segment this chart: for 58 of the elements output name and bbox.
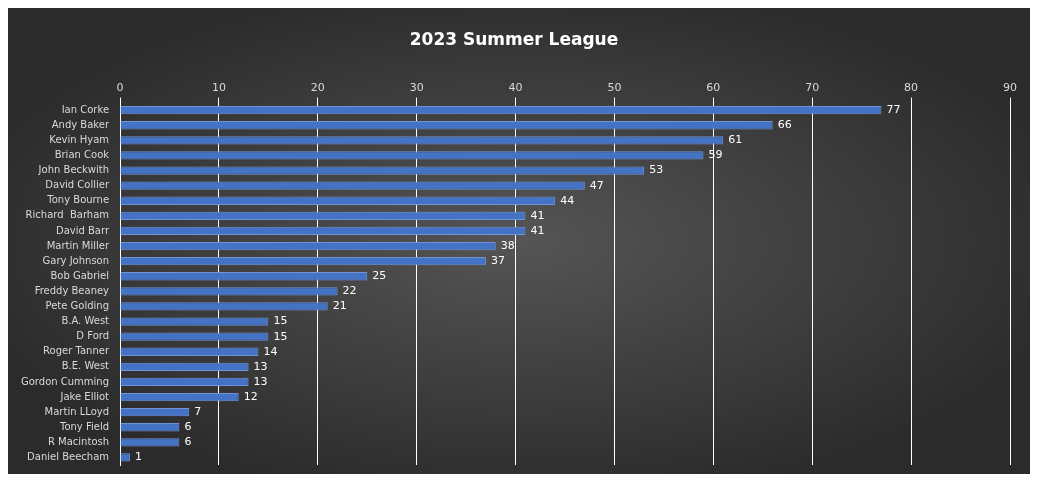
- data-label: 14: [263, 344, 278, 358]
- data-label: 21: [332, 299, 347, 313]
- x-tick-label: 50: [607, 80, 622, 94]
- y-tick-label: Gordon Cumming: [20, 375, 110, 387]
- y-tick-label: Daniel Beecham: [27, 451, 110, 463]
- data-label: 12: [243, 389, 258, 403]
- y-tick-label: Martin Miller: [46, 239, 110, 251]
- data-label: 13: [253, 359, 268, 373]
- data-label: 22: [342, 284, 357, 298]
- data-label: 53: [649, 163, 664, 177]
- y-tick-label: D Ford: [76, 330, 110, 342]
- x-tick-label: 30: [409, 80, 424, 94]
- y-tick-label: Tony Bourne: [46, 194, 110, 206]
- y-tick-label: Roger Tanner: [43, 345, 110, 357]
- y-tick-label: R Macintosh: [47, 435, 110, 447]
- x-tick-label: 80: [904, 80, 919, 94]
- data-label: 6: [184, 435, 192, 449]
- y-tick-label: Brian Cook: [54, 149, 110, 161]
- data-label: 38: [500, 238, 515, 252]
- y-tick-label: David Collier: [45, 179, 110, 191]
- y-tick-label: John Beckwith: [37, 164, 110, 176]
- x-tick-label: 90: [1003, 80, 1017, 94]
- data-label: 6: [184, 420, 192, 434]
- data-label: 61: [728, 133, 743, 147]
- x-tick-label: 0: [116, 80, 124, 94]
- data-label: 7: [194, 405, 202, 419]
- data-label: 41: [530, 223, 545, 237]
- y-tick-label: Freddy Beaney: [34, 284, 110, 296]
- y-tick-label: Bob Gabriel: [50, 269, 110, 281]
- y-tick-label: Andy Baker: [51, 118, 110, 130]
- y-tick-label: B.A. West: [61, 315, 110, 327]
- y-tick-label: Pete Golding: [45, 300, 110, 312]
- x-tick-label: 60: [706, 80, 721, 94]
- chart-title: 2023 Summer League: [409, 28, 619, 49]
- x-tick-label: 70: [805, 80, 820, 94]
- x-tick-label: 40: [508, 80, 523, 94]
- data-label: 77: [886, 103, 901, 117]
- x-tick-label: 20: [310, 80, 325, 94]
- data-label: 15: [273, 329, 288, 343]
- y-tick-label: David Barr: [55, 224, 110, 236]
- data-label: 25: [372, 269, 387, 283]
- y-tick-label: Martin LLoyd: [44, 405, 110, 417]
- data-label: 44: [560, 193, 575, 207]
- data-label: 37: [490, 254, 505, 268]
- data-label: 15: [273, 314, 288, 328]
- y-tick-label: Ian Corke: [61, 103, 110, 115]
- y-tick-label: Kevin Hyam: [49, 133, 110, 145]
- y-tick-label: Gary Johnson: [42, 254, 110, 266]
- y-tick-label: Richard Barham: [25, 209, 110, 221]
- data-label: 47: [589, 178, 604, 192]
- data-label: 13: [253, 374, 268, 388]
- data-label: 1: [134, 450, 142, 464]
- x-tick-label: 10: [211, 80, 226, 94]
- y-tick-label: B.E. West: [61, 360, 110, 372]
- data-label: 66: [777, 118, 792, 132]
- y-tick-label: Tony Field: [59, 420, 110, 432]
- data-label: 41: [530, 208, 545, 222]
- y-tick-label: Jake Elliot: [59, 390, 110, 402]
